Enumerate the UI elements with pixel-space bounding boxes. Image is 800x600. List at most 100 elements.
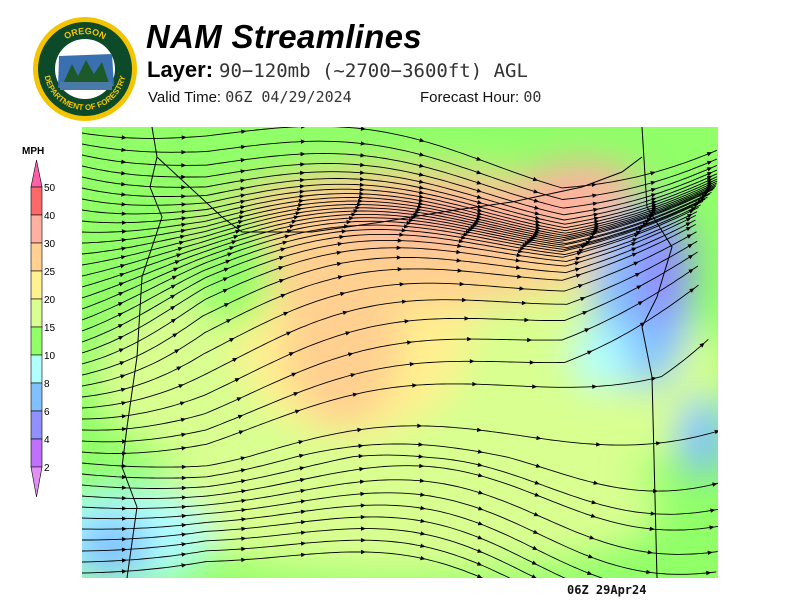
streamline-arrow — [170, 318, 177, 324]
streamline-arrow — [293, 215, 299, 220]
streamline-arrow — [299, 178, 306, 183]
streamline-arrow — [522, 243, 528, 248]
streamline-arrow — [644, 219, 651, 224]
streamline — [82, 184, 717, 236]
streamline-arrow — [476, 561, 483, 566]
streamline-arrow — [397, 238, 403, 243]
streamline-arrow — [352, 392, 358, 397]
streamline-arrow — [121, 202, 127, 207]
streamline-arrow — [417, 423, 423, 428]
streamline-arrow — [360, 153, 366, 158]
streamline-arrow — [404, 319, 410, 324]
streamline-arrow — [707, 550, 713, 555]
streamline-arrow — [420, 543, 426, 548]
streamline-arrow — [280, 293, 286, 298]
streamline-arrow — [650, 171, 656, 176]
streamline — [82, 204, 701, 332]
streamline-arrow — [707, 181, 713, 186]
streamline-arrow — [534, 211, 540, 216]
streamline-arrow — [589, 535, 595, 540]
streamline-arrow — [476, 574, 483, 578]
streamline-arrow — [519, 286, 525, 291]
streamline — [82, 185, 716, 244]
streamline-arrow — [341, 229, 347, 234]
streamline-arrow — [121, 526, 127, 532]
streamline — [82, 198, 706, 310]
streamline-arrow — [532, 545, 538, 550]
streamline-arrow — [591, 232, 597, 237]
streamline-arrow — [535, 219, 541, 224]
streamline-arrow — [223, 267, 230, 272]
streamline-arrow — [476, 214, 483, 219]
streamline-arrow — [181, 475, 187, 481]
streamline-arrow — [591, 500, 597, 505]
streamline-arrow — [407, 340, 413, 345]
streamline-arrow — [477, 208, 483, 213]
streamline-arrow — [687, 214, 693, 219]
streamline-arrow — [117, 312, 124, 317]
streamline-arrow — [121, 181, 127, 187]
streamline-arrow — [593, 216, 600, 221]
streamline-arrow — [418, 185, 425, 190]
streamline-arrow — [534, 492, 540, 497]
streamline-arrow — [355, 205, 361, 210]
streamline-arrow — [688, 209, 695, 214]
streamline — [82, 191, 712, 277]
streamline-arrow — [531, 574, 537, 578]
streamline-arrow — [337, 241, 343, 247]
streamline-arrow — [515, 258, 521, 263]
page-title: NAM Streamlines — [146, 18, 422, 55]
streamline-arrow — [534, 480, 540, 485]
streamline-arrow — [121, 569, 127, 574]
streamline-arrow — [118, 282, 125, 287]
streamline-arrow — [241, 129, 247, 134]
streamline-arrow — [360, 514, 366, 520]
streamline-arrow — [121, 558, 127, 563]
streamline-arrow — [477, 204, 483, 209]
streamline-arrow — [477, 211, 483, 216]
streamline-arrow — [278, 266, 284, 271]
streamline-arrow — [580, 297, 586, 302]
streamline-arrow — [637, 301, 644, 306]
streamline-arrow — [117, 324, 124, 329]
streamline-arrow — [631, 242, 637, 247]
streamline — [82, 539, 511, 578]
streamline-arrow — [346, 219, 352, 225]
streamline-arrow — [181, 185, 187, 190]
streamline-arrow — [121, 474, 127, 480]
streamline-arrow — [176, 366, 182, 371]
streamline — [82, 140, 718, 200]
streamline-arrow — [286, 229, 293, 234]
streamline-arrow — [409, 362, 415, 367]
streamline-arrow — [121, 159, 127, 164]
streamline-arrow — [476, 170, 482, 175]
streamline-arrow — [121, 537, 127, 542]
streamline-arrow — [465, 229, 471, 234]
streamline-arrow — [593, 212, 599, 217]
streamline — [82, 171, 718, 221]
streamline-arrow — [476, 194, 483, 199]
streamline-arrow — [399, 282, 405, 287]
streamline-arrow — [181, 504, 187, 510]
streamline-arrow — [298, 440, 304, 445]
streamline — [82, 196, 708, 299]
streamline-arrow — [414, 209, 421, 215]
streamline-arrow — [240, 186, 246, 191]
streamline-arrow — [299, 194, 305, 199]
streamline-arrow — [181, 209, 187, 214]
streamline-arrow — [181, 150, 187, 155]
streamline-arrow — [119, 361, 125, 366]
streamline-arrow — [291, 219, 297, 224]
streamline — [82, 443, 718, 492]
streamline-arrow — [418, 201, 424, 206]
streamline-arrow — [118, 292, 124, 297]
streamline-arrow — [419, 478, 425, 483]
streamline-arrow — [121, 485, 127, 490]
streamline-arrow — [359, 191, 365, 196]
streamline-arrow — [582, 311, 588, 316]
streamline-arrow — [516, 252, 522, 258]
streamline-arrow — [359, 187, 365, 192]
streamline-arrow — [650, 511, 656, 516]
streamline-arrow — [472, 223, 478, 228]
streamline-arrow — [575, 273, 582, 278]
